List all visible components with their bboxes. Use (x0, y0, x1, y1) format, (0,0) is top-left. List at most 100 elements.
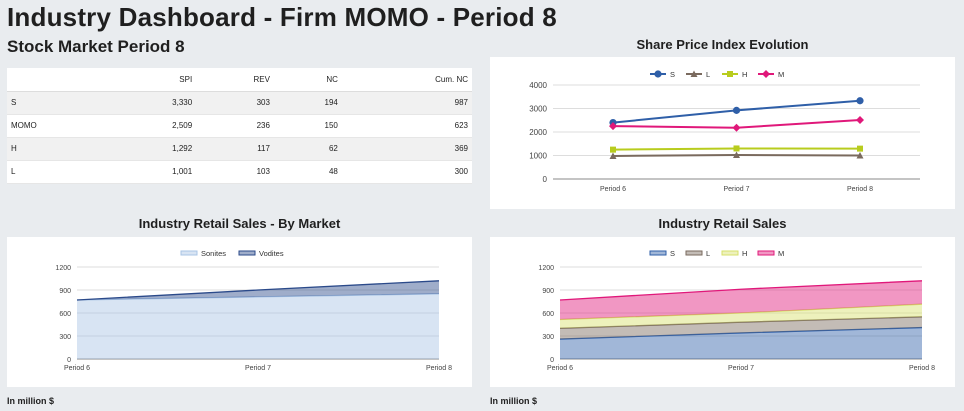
y-tick-label: 600 (542, 311, 554, 318)
legend-label: H (742, 249, 747, 258)
legend-label: M (778, 70, 784, 79)
header-cell-nc: NC (273, 68, 342, 92)
x-tick-label: Period 7 (245, 365, 271, 372)
table-cell: 3,330 (107, 91, 197, 115)
y-tick-label: 1200 (538, 265, 554, 272)
series-area (560, 280, 922, 320)
table-cell: 623 (341, 114, 472, 138)
table-header-row: SPI REV NC Cum. NC (7, 68, 472, 92)
header-cell-cum-nc: Cum. NC (341, 68, 472, 92)
y-tick-label: 0 (543, 175, 548, 184)
legend-label: S (670, 249, 675, 258)
stock-market-subtitle: Stock Market Period 8 (7, 37, 185, 56)
data-point (732, 123, 741, 132)
y-tick-label: 1000 (529, 152, 547, 161)
table-row: H 1,292 117 62 369 (7, 137, 472, 161)
header-cell-rev: REV (196, 68, 274, 92)
market-chart-title: Industry Retail Sales - By Market (138, 216, 341, 231)
x-tick-label: Period 6 (64, 365, 90, 372)
header-cell-spi: SPI (107, 68, 197, 92)
legend-swatch (180, 250, 198, 256)
table-cell: MOMO (7, 114, 107, 138)
page-title: Industry Dashboard - Firm MOMO - Period … (7, 2, 557, 32)
sales-area-chart: 0 300 600 900 1200 Period 6 Period 7 Period 8 S L… (538, 249, 935, 372)
data-point (654, 70, 662, 78)
data-point (733, 151, 740, 159)
data-point (762, 70, 770, 78)
data-point (856, 97, 864, 105)
y-tick-label: 4000 (529, 81, 547, 90)
table-cell: 1,292 (107, 137, 197, 161)
table-cell: 1,001 (107, 160, 197, 184)
stock-market-table: SPI REV NC Cum. NC S 3,330 303 194 987 M… (7, 68, 472, 184)
x-tick-label: Period 7 (723, 186, 749, 193)
sales-chart-title: Industry Retail Sales (658, 216, 787, 231)
series-line (559, 303, 923, 321)
legend-swatch (238, 250, 256, 256)
data-point (856, 151, 864, 159)
table-cell: 2,509 (107, 114, 197, 138)
x-tick-label: Period 8 (847, 186, 873, 193)
table-cell: 987 (341, 91, 472, 115)
data-point (690, 70, 698, 77)
table-cell: 300 (341, 160, 472, 184)
legend-label: H (742, 70, 747, 79)
series-line (559, 316, 923, 329)
data-point (732, 106, 741, 114)
table-cell: 194 (273, 91, 342, 115)
x-tick-label: Period 6 (547, 365, 573, 372)
data-point (857, 145, 863, 152)
data-point (856, 116, 864, 125)
table-cell: 117 (196, 137, 274, 161)
footnote-right: In million $ (490, 396, 538, 406)
legend-swatch (757, 250, 775, 256)
data-point (609, 152, 617, 159)
sales-chart-card: 0 300 600 900 1200 Period 6 Period 7 Period 8 S L… (490, 237, 955, 387)
series-area (560, 316, 922, 340)
footnote-left: In million $ (7, 396, 55, 406)
data-point (609, 122, 617, 131)
table-row: S 3,330 303 194 987 (7, 91, 472, 115)
table-cell: 303 (196, 91, 274, 115)
series-line (76, 280, 440, 301)
y-tick-label: 900 (59, 288, 71, 295)
legend-label: L (706, 70, 710, 79)
series-line (559, 280, 923, 301)
table-cell: 48 (273, 160, 342, 184)
x-tick-label: Period 7 (728, 365, 754, 372)
header-cell-firm (7, 68, 107, 92)
data-point (727, 71, 733, 77)
table-cell: L (7, 160, 107, 184)
market-area-chart: 0 300 600 900 1200 Period 6 Period 7 Period 8 So… (55, 249, 452, 372)
series-area (560, 304, 922, 329)
table-cell: 103 (196, 160, 274, 184)
series-area (77, 293, 439, 359)
y-tick-label: 600 (59, 311, 71, 318)
table-row: L 1,001 103 48 300 (7, 160, 472, 184)
spi-chart-card: 0 1000 2000 3000 4000 Period 6 Period 7 Period … (490, 57, 955, 209)
y-tick-label: 300 (542, 334, 554, 341)
spi-chart-title: Share Price Index Evolution (636, 37, 809, 52)
table-row: MOMO 2,509 236 150 623 (7, 114, 472, 138)
y-tick-label: 2000 (529, 128, 547, 137)
x-tick-label: Period 8 (426, 365, 452, 372)
series-area (560, 327, 922, 359)
legend-label: L (706, 249, 710, 258)
legend-swatch (649, 250, 667, 256)
y-tick-label: 0 (67, 357, 71, 364)
legend-swatch (721, 250, 739, 256)
legend-label: Vodites (259, 249, 284, 258)
y-tick-label: 3000 (529, 105, 547, 114)
series-line (76, 293, 440, 301)
x-tick-label: Period 8 (909, 365, 935, 372)
data-point (733, 145, 740, 152)
x-tick-label: Period 6 (600, 186, 626, 193)
data-point (610, 146, 616, 153)
table-cell: 150 (273, 114, 342, 138)
y-tick-label: 300 (59, 334, 71, 341)
spi-line-chart: 0 1000 2000 3000 4000 Period 6 Period 7 Period … (529, 70, 920, 193)
legend-swatch (685, 250, 703, 256)
y-tick-label: 1200 (55, 265, 71, 272)
legend-label: S (670, 70, 675, 79)
legend-label: Sonites (201, 249, 226, 258)
